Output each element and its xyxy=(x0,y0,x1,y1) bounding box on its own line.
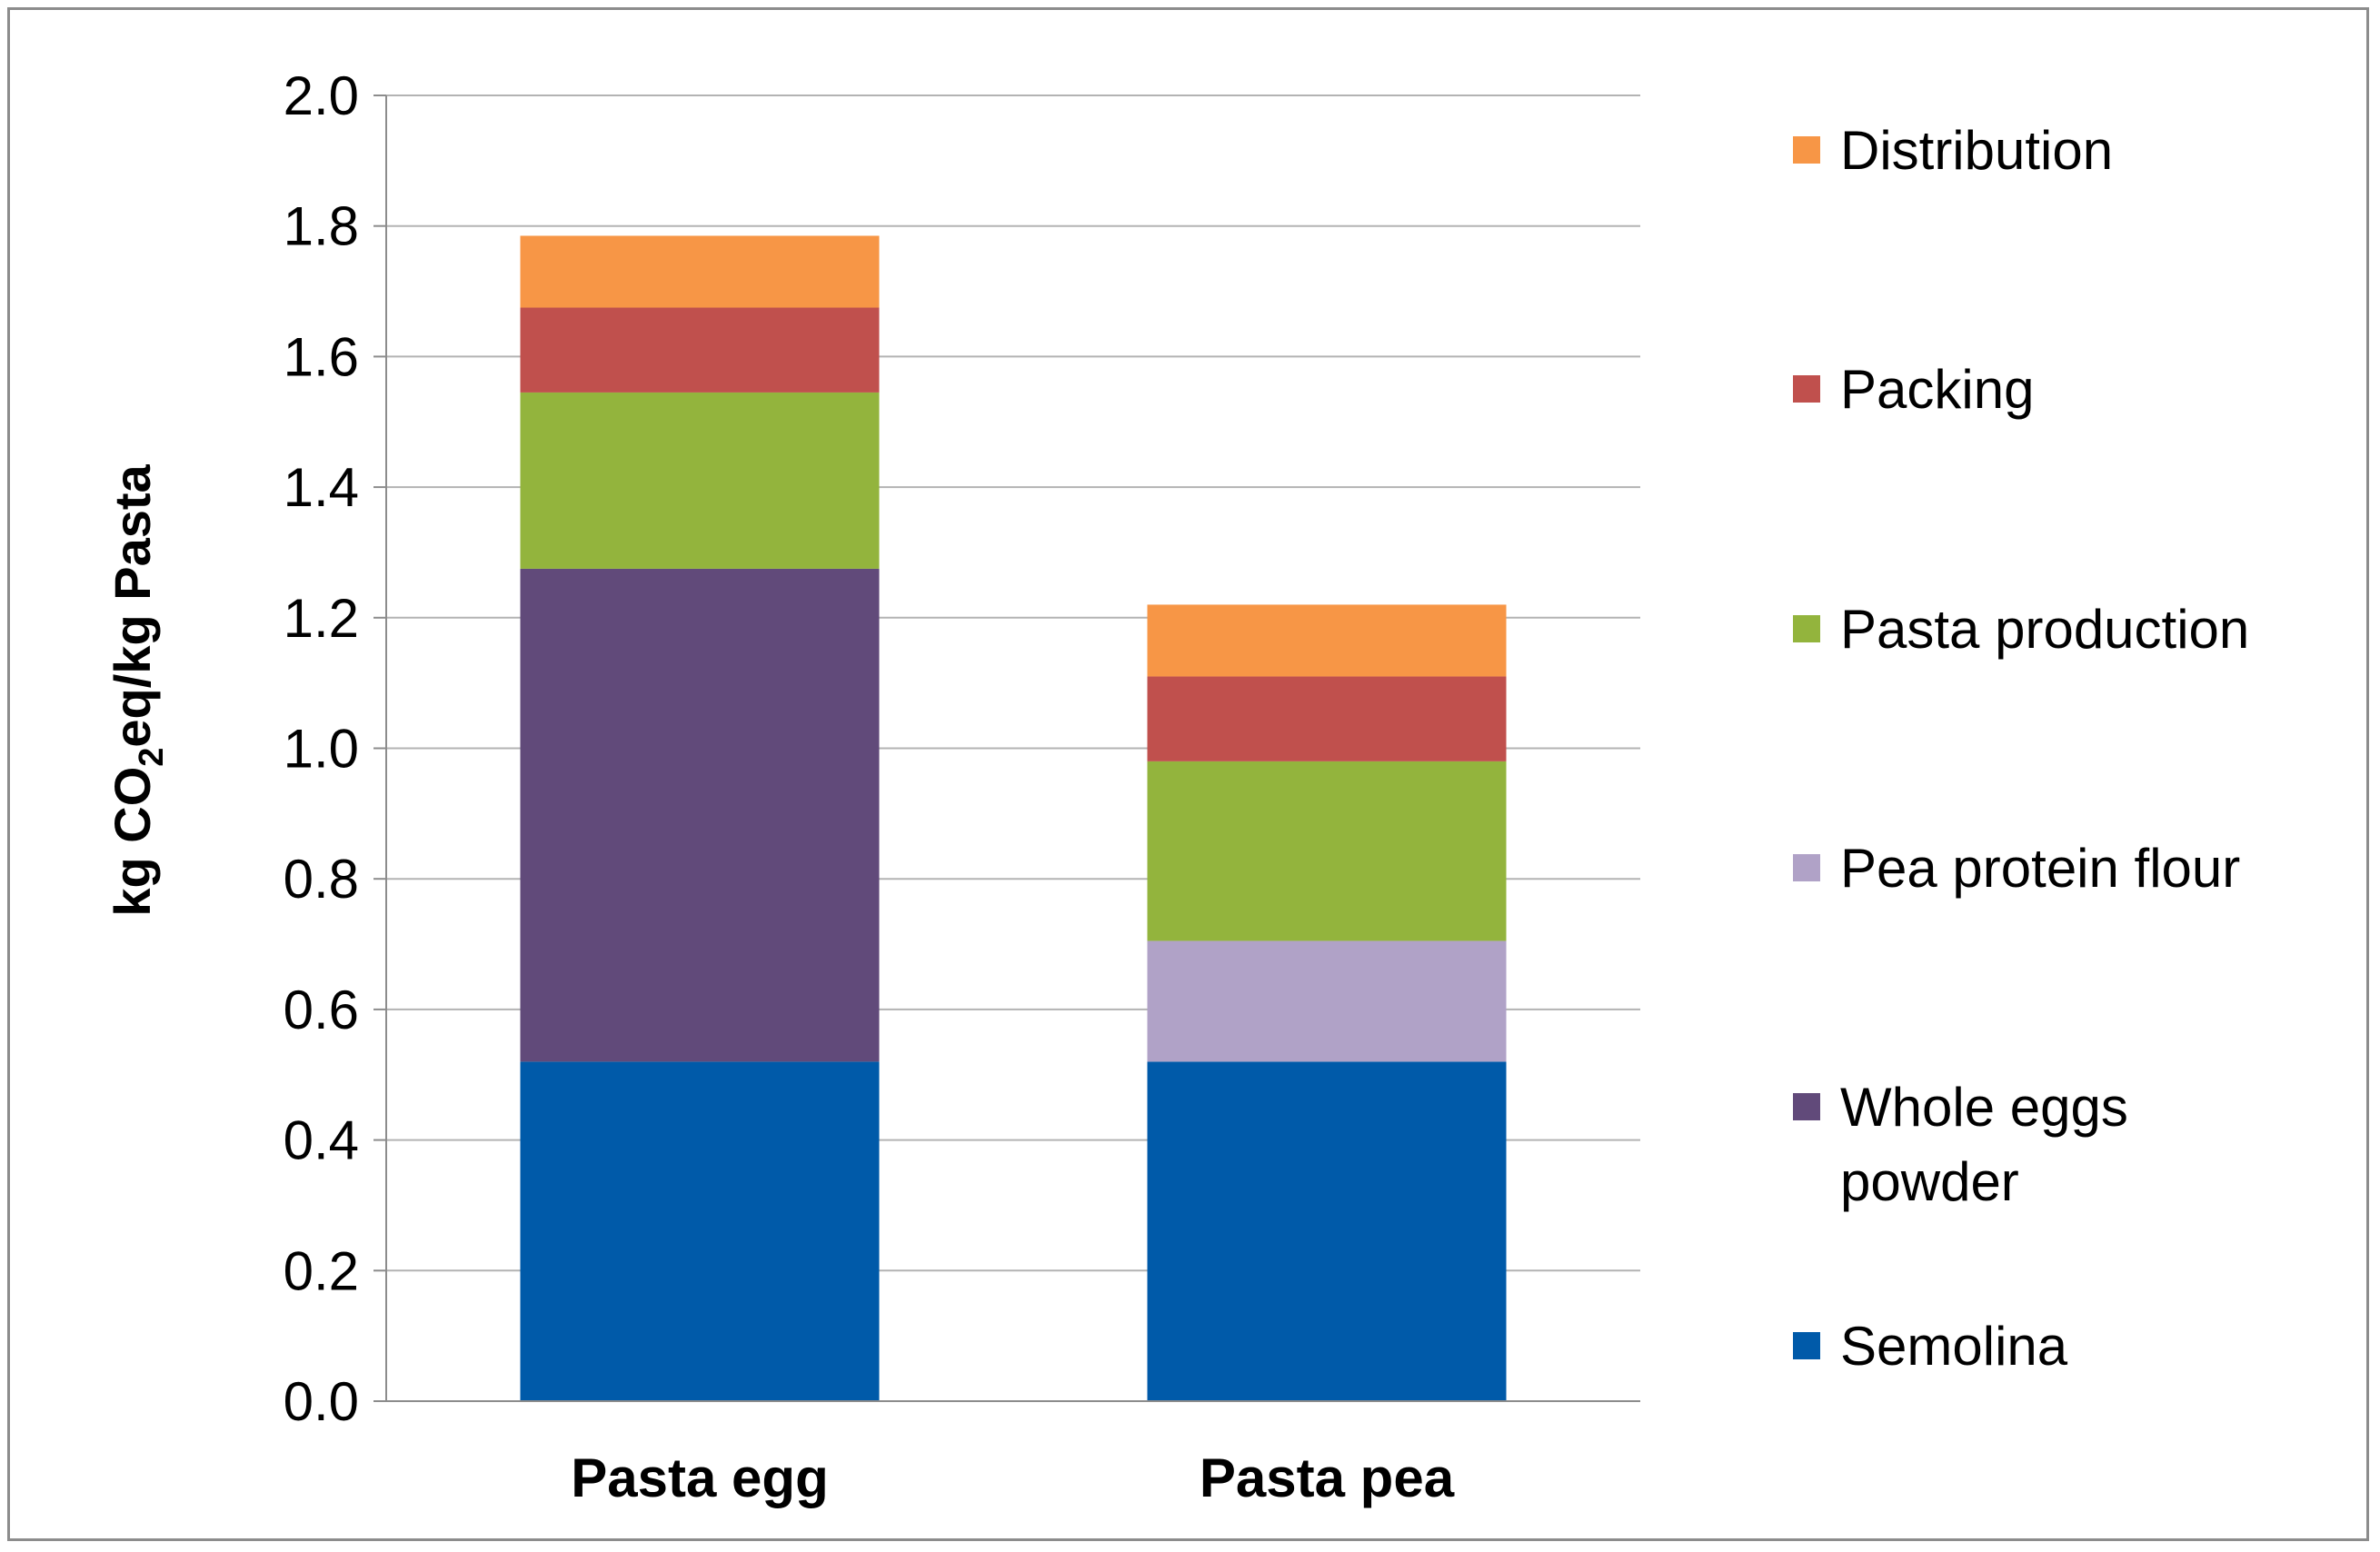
legend-swatch xyxy=(1793,615,1820,642)
y-tick-labels: 0.0 0.2 0.4 0.6 0.8 1.0 1.2 1.4 1.6 1.8 2.0 xyxy=(284,65,359,1432)
y-tick-label: 1.6 xyxy=(284,326,359,387)
axes xyxy=(385,95,1640,1402)
y-tick-label: 1.2 xyxy=(284,588,359,649)
x-category-label: Pasta egg xyxy=(571,1448,828,1508)
legend: Distribution Packing Pasta production Pea p… xyxy=(1793,120,2249,1377)
bar-segment-distribution xyxy=(1147,604,1507,677)
x-category-labels: Pasta egg Pasta pea xyxy=(571,1448,1454,1508)
legend-swatch xyxy=(1793,375,1820,403)
bar-segment-semolina xyxy=(1147,1061,1507,1401)
y-tick-label: 1.4 xyxy=(284,457,359,518)
bar-segment-semolina xyxy=(520,1061,880,1401)
y-tick-label: 0.4 xyxy=(284,1110,359,1171)
legend-swatch xyxy=(1793,1332,1820,1359)
bar-segment-distribution xyxy=(520,235,880,308)
y-axis-title-suffix: eq/kg Pasta xyxy=(104,463,161,747)
legend-label: Distribution xyxy=(1840,120,2113,181)
legend-swatch xyxy=(1793,136,1820,164)
y-axis-title: kg CO2eq/kg Pasta xyxy=(104,463,171,916)
legend-label: Packing xyxy=(1840,359,2034,420)
bars xyxy=(520,235,1507,1401)
y-tick-label: 0.0 xyxy=(284,1371,359,1432)
y-tick-label: 2.0 xyxy=(284,65,359,126)
bar-segment-pea-protein-flour xyxy=(1147,940,1507,1062)
y-tick-label: 1.8 xyxy=(284,196,359,257)
bar-segment-pasta-production xyxy=(520,392,880,569)
y-axis-title-prefix: kg CO xyxy=(104,767,161,917)
y-tick-label: 0.6 xyxy=(284,980,359,1040)
y-tick-label: 0.8 xyxy=(284,849,359,910)
x-category-label: Pasta pea xyxy=(1200,1448,1455,1508)
legend-swatch xyxy=(1793,1093,1820,1120)
legend-label: Whole eggs xyxy=(1840,1077,2128,1138)
bar-segment-whole-eggs-powder xyxy=(520,568,880,1062)
legend-label: Semolina xyxy=(1840,1316,2068,1377)
legend-label: powder xyxy=(1840,1151,2019,1212)
y-tick-label: 0.2 xyxy=(284,1240,359,1301)
legend-swatch xyxy=(1793,854,1820,881)
bar-segment-packing xyxy=(1147,676,1507,761)
bar-segment-pasta-production xyxy=(1147,761,1507,941)
legend-label: Pasta production xyxy=(1840,599,2249,660)
y-tick-label: 1.0 xyxy=(284,719,359,780)
y-axis-title-subscript: 2 xyxy=(133,748,171,767)
bar-segment-packing xyxy=(520,307,880,393)
legend-label: Pea protein flour xyxy=(1840,838,2240,899)
